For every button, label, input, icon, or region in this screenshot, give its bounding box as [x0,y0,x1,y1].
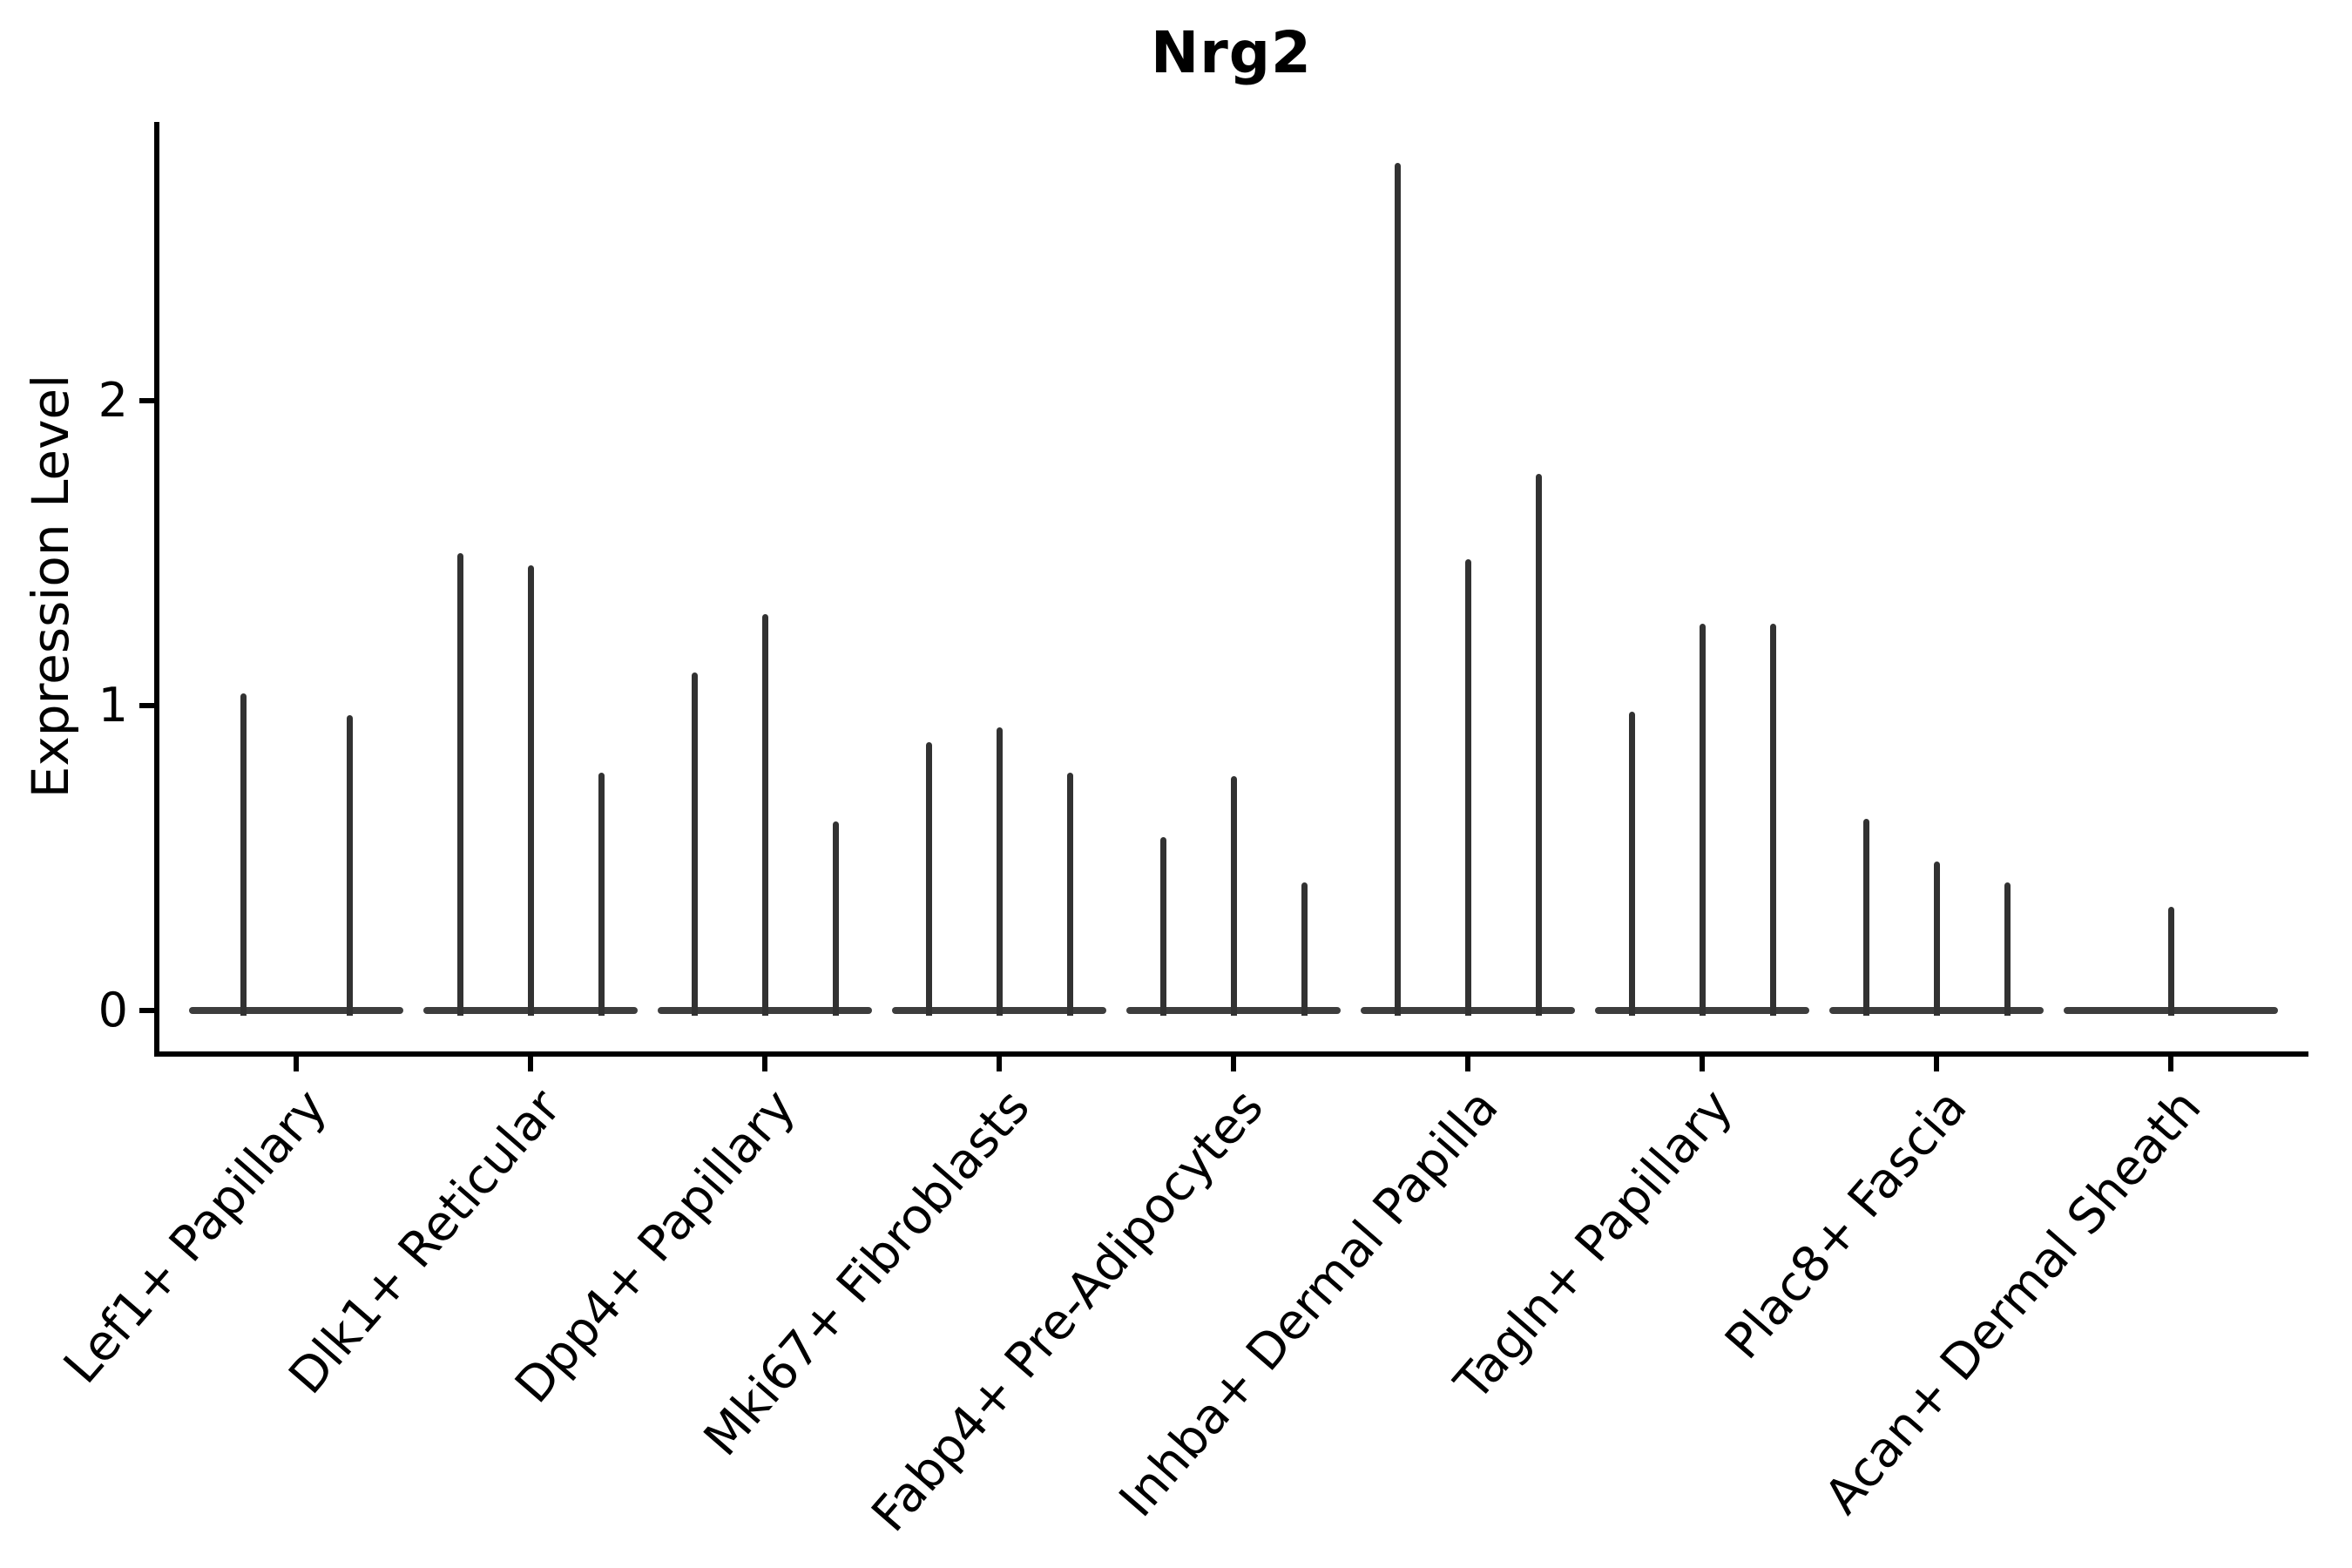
y-tick-mark [139,703,154,708]
x-tick-mark [1934,1057,1939,1071]
violin-spike [691,672,698,1016]
y-tick-mark [139,398,154,403]
y-axis-spine [154,122,159,1057]
violin-spike [1066,773,1073,1016]
y-tick-label: 2 [98,373,128,428]
violin-spike [1933,861,1940,1016]
violin-spike [1769,623,1776,1016]
violin-spike [996,727,1003,1016]
violin-spike [925,742,932,1016]
violin-spike [1394,163,1401,1016]
violin-spike [598,773,605,1016]
chart-title: Nrg2 [1151,19,1312,86]
x-tick-mark [528,1057,533,1071]
x-tick-mark [1700,1057,1705,1071]
x-tick-mark [997,1057,1002,1071]
violin-baseline [189,1007,403,1014]
violin-spike [1535,474,1542,1016]
x-tick-label: Inhba+ Dermal Papilla [1108,1078,1510,1528]
y-axis-label: Expression Level [21,374,80,799]
x-tick-label: Plac8+ Fascia [1714,1078,1978,1370]
violin-spike [1464,559,1471,1016]
violin-spike [346,714,353,1016]
violin-spike [1159,836,1166,1016]
violin-spike [1862,818,1869,1016]
x-tick-mark [1231,1057,1236,1071]
violin-spike [1230,775,1237,1016]
violin-spike [761,614,768,1016]
violin-spike [1301,882,1308,1016]
y-tick-label: 1 [98,678,128,733]
violin-spike [1699,623,1706,1016]
violin-spike [832,821,839,1016]
violin-spike [1628,712,1635,1016]
violin-spike [527,565,534,1016]
violin-spike [2004,882,2011,1016]
violin-spike [2167,907,2174,1016]
x-tick-mark [762,1057,767,1071]
violin-spike [240,693,247,1016]
x-tick-mark [1465,1057,1470,1071]
y-tick-mark [139,1008,154,1013]
x-tick-mark [294,1057,299,1071]
x-tick-label: Lef1+ Papillary [52,1078,338,1395]
violin-spike [456,553,463,1016]
x-tick-label: Fabp4+ Pre-Adipocytes [861,1078,1275,1543]
x-axis-spine [154,1051,2308,1057]
x-tick-mark [2168,1057,2173,1071]
y-tick-label: 0 [98,983,128,1037]
